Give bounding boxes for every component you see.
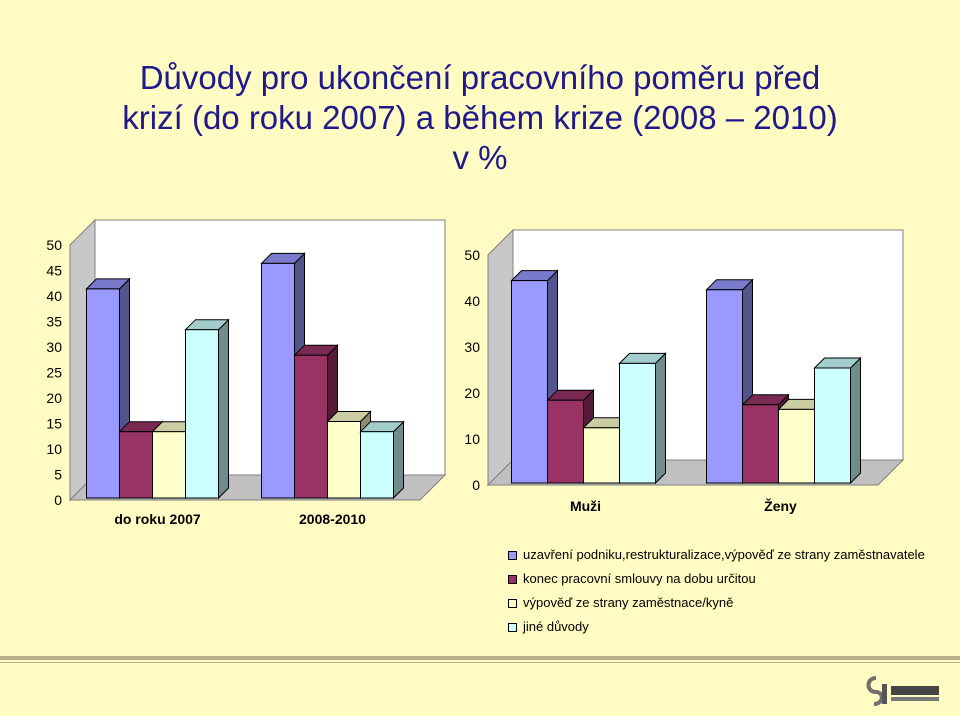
legend: uzavření podniku,restrukturalizace,výpov… — [508, 543, 925, 639]
bar — [359, 420, 405, 500]
y-tick-label: 0 — [54, 492, 62, 508]
legend-item: jiné důvody — [508, 615, 925, 639]
y-tick-label: 10 — [464, 431, 480, 447]
footer-divider-thin — [0, 662, 960, 663]
bar — [813, 356, 862, 485]
bar-front — [547, 399, 584, 484]
bar-front — [778, 408, 815, 484]
y-tick-label: 50 — [464, 247, 480, 263]
y-tick-label: 45 — [46, 263, 62, 279]
bar-front — [294, 354, 328, 499]
legend-swatch — [508, 550, 517, 560]
bar — [85, 277, 131, 500]
bar-front — [185, 329, 219, 499]
bar-front — [742, 404, 779, 484]
bar-front — [152, 431, 186, 499]
legend-item: uzavření podniku,restrukturalizace,výpov… — [508, 543, 925, 567]
legend-label: výpověď ze strany zaměstnace/kyně — [523, 595, 734, 610]
bar-front — [327, 421, 361, 499]
bar-side — [393, 420, 404, 500]
y-tick-label: 35 — [46, 314, 62, 330]
gender-sociology-logo-icon — [866, 676, 939, 706]
x-category-label: Muži — [570, 498, 601, 514]
y-tick-label: 30 — [46, 339, 62, 355]
bar-front — [583, 427, 620, 484]
y-tick-label: 0 — [472, 477, 480, 493]
x-category-label: Ženy — [764, 497, 797, 514]
y-tick-label: 20 — [464, 385, 480, 401]
bar — [184, 318, 230, 500]
legend-swatch — [508, 574, 517, 584]
bar-side — [655, 352, 666, 485]
legend-item: konec pracovní smlouvy na dobu určitou — [508, 567, 925, 591]
bar-side — [218, 318, 229, 500]
y-tick-label: 40 — [464, 293, 480, 309]
legend-label: jiné důvody — [523, 619, 589, 634]
y-tick-label: 40 — [46, 288, 62, 304]
bar-front — [360, 431, 394, 499]
chart-side-wall — [487, 228, 514, 487]
y-tick-label: 20 — [46, 390, 62, 406]
legend-swatch — [508, 598, 517, 608]
bar-front — [619, 362, 656, 484]
legend-label: uzavření podniku,restrukturalizace,výpov… — [523, 547, 925, 562]
bar-front — [119, 431, 153, 499]
title-line-2: krizí (do roku 2007) a během krize (2008… — [122, 99, 838, 136]
y-tick-label: 30 — [464, 339, 480, 355]
x-category-label: 2008-2010 — [299, 511, 366, 527]
y-tick-label: 25 — [46, 365, 62, 381]
legend-label: konec pracovní smlouvy na dobu určitou — [523, 571, 756, 586]
chart-title: Důvody pro ukončení pracovního poměru př… — [0, 58, 960, 178]
bar-front — [261, 262, 295, 499]
bar-front — [511, 280, 548, 484]
legend-swatch — [508, 622, 517, 632]
footer-divider — [0, 656, 960, 660]
y-tick-label: 15 — [46, 416, 62, 432]
legend-item: výpověď ze strany zaměstnace/kyně — [508, 591, 925, 615]
bar-front — [814, 367, 851, 484]
title-line-3: v % — [452, 139, 508, 176]
y-tick-label: 10 — [46, 441, 62, 457]
bar — [618, 352, 667, 485]
bar — [293, 343, 339, 500]
bar-front — [86, 288, 120, 499]
x-category-label: do roku 2007 — [114, 511, 201, 527]
y-tick-label: 50 — [46, 237, 62, 253]
bar-side — [850, 356, 861, 485]
y-tick-label: 5 — [54, 467, 62, 483]
bar-front — [706, 289, 743, 484]
title-line-1: Důvody pro ukončení pracovního poměru př… — [139, 59, 821, 96]
